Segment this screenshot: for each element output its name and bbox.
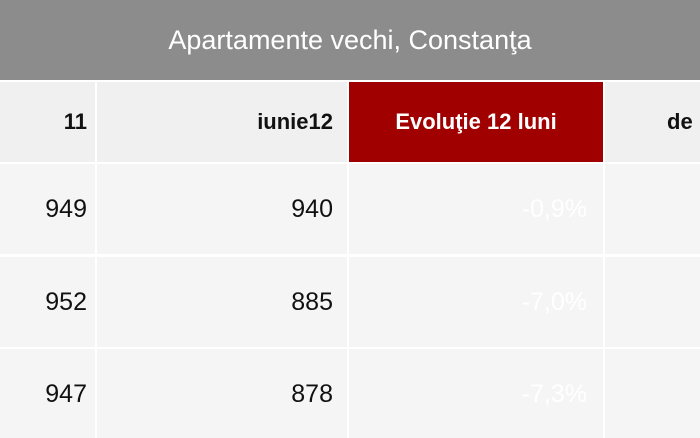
table-title: Apartamente vechi, Constanţa	[0, 0, 700, 80]
empty-cell	[605, 257, 700, 347]
column-header: de	[605, 82, 700, 162]
price-cell: 940	[97, 164, 347, 254]
change-cell: -7,0%	[349, 257, 603, 347]
change-cell: -0,9%	[349, 164, 603, 254]
column-header: 11	[0, 82, 95, 162]
price-cell: 947	[0, 349, 95, 438]
price-cell: 885	[97, 257, 347, 347]
column-header: Evoluţie 12 luni	[349, 82, 603, 162]
change-cell: -7,3%	[349, 349, 603, 438]
empty-cell	[605, 349, 700, 438]
empty-cell	[605, 164, 700, 254]
price-cell: 949	[0, 164, 95, 254]
price-cell: 952	[0, 257, 95, 347]
column-header: iunie12	[97, 82, 347, 162]
price-cell: 878	[97, 349, 347, 438]
